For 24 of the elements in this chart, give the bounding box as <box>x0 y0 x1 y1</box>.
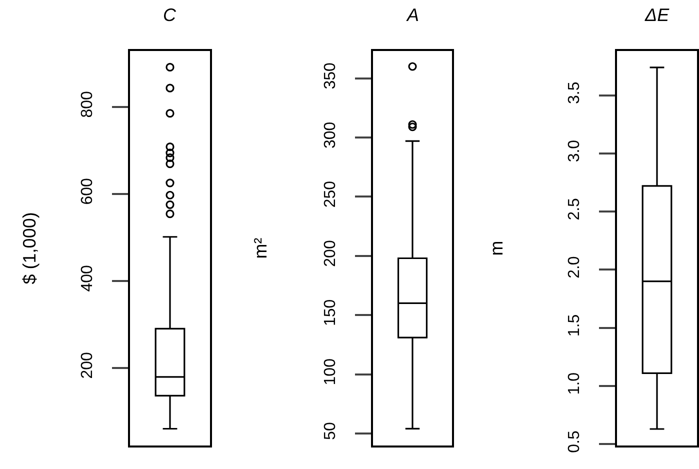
y-tick-label: 300 <box>322 122 339 148</box>
y-tick-label: 3.5 <box>566 82 583 104</box>
chart-title: A <box>406 5 420 25</box>
y-axis-title: $ (1,000) <box>20 212 40 284</box>
chart-title: C <box>163 5 177 25</box>
y-tick-label: 0.5 <box>566 430 583 453</box>
y-tick-label: 200 <box>78 352 96 379</box>
y-axis-title: m <box>486 240 506 256</box>
y-axis-title: m² <box>250 238 270 259</box>
y-tick-label: 50 <box>322 422 339 440</box>
y-tick-label: 200 <box>322 240 339 267</box>
y-tick-label: 350 <box>322 62 339 90</box>
y-tick-label: 1.5 <box>566 314 583 337</box>
y-tick-label: 1.0 <box>566 372 583 395</box>
y-tick-label: 100 <box>322 358 339 386</box>
y-tick-label: 3.0 <box>566 140 583 162</box>
y-tick-label: 250 <box>322 180 339 208</box>
chart-title: ΔE <box>644 5 670 25</box>
y-tick-label: 150 <box>322 299 339 326</box>
y-tick-label: 2.5 <box>566 198 583 220</box>
y-tick-label: 800 <box>78 90 96 118</box>
y-tick-label: 400 <box>78 264 96 292</box>
y-tick-label: 600 <box>78 178 96 205</box>
y-tick-label: 2.0 <box>566 256 583 278</box>
